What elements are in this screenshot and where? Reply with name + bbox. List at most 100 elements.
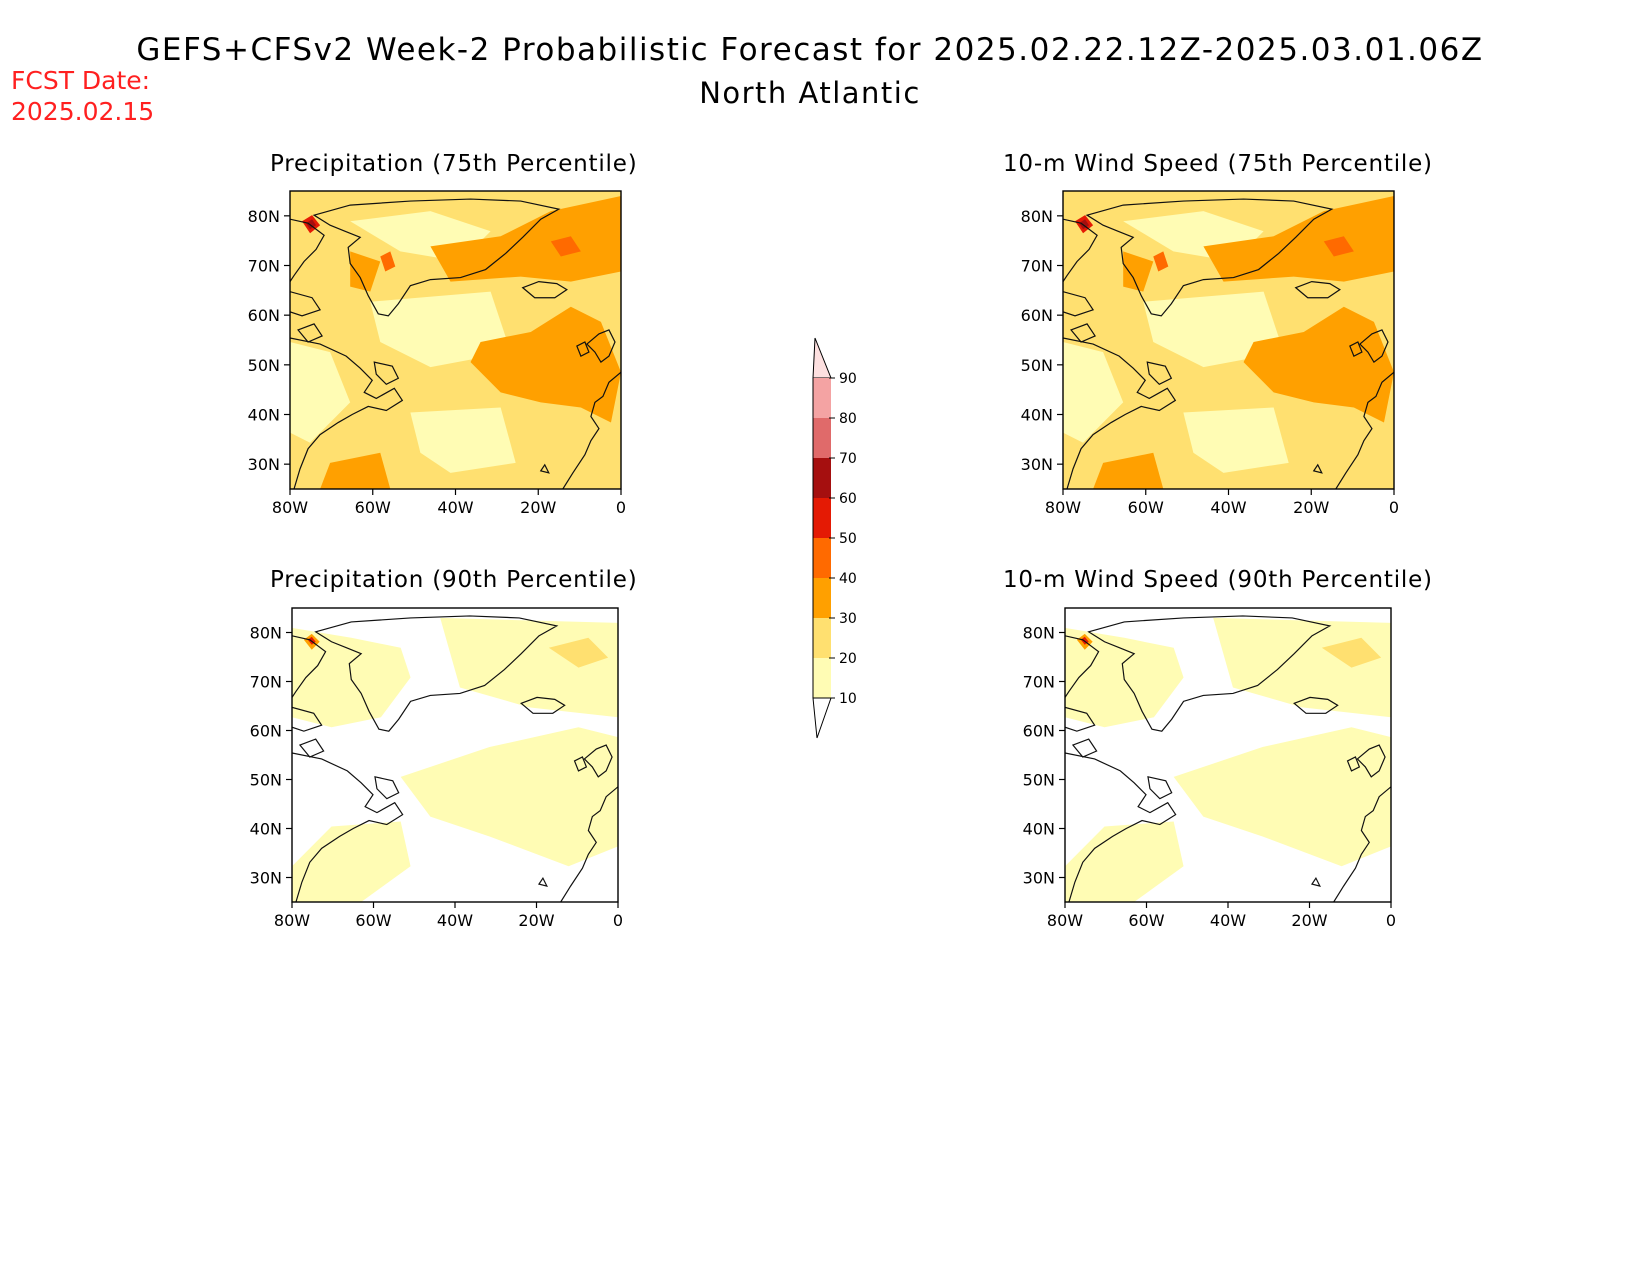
shade-region [1183, 407, 1289, 473]
lon-tick-label: 60W [355, 498, 391, 517]
shade-region [1123, 251, 1154, 292]
shade-region [550, 236, 581, 257]
colorbar-label: 40 [839, 571, 857, 587]
lat-tick-label: 70N [250, 673, 282, 692]
panel-title-precip90: Precipitation (90th Percentile) [270, 567, 638, 593]
lon-tick-label: 20W [1291, 911, 1327, 930]
colorbar-legend: 90 80 70 60 50 40 30 20 10 [812, 337, 857, 739]
shade-region [370, 291, 511, 368]
shade-region [1321, 637, 1382, 668]
shade-region [1153, 251, 1169, 272]
fcst-date-value: 2025.02.15 [11, 97, 155, 126]
shade-region [430, 196, 621, 282]
lon-tick-label: 80W [274, 911, 310, 930]
colorbar-swatch [813, 658, 831, 698]
colorbar-bottom-arrow [812, 697, 832, 739]
colorbar-label: 30 [839, 611, 857, 627]
panel-title-precip75: Precipitation (75th Percentile) [270, 151, 638, 177]
shade-region [320, 452, 391, 489]
lat-tick-label: 60N [250, 722, 282, 741]
lat-tick-label: 40N [248, 406, 280, 425]
colorbar-label: 10 [839, 691, 857, 707]
lat-tick-label: 70N [1021, 257, 1053, 276]
lon-tick-label: 0 [1389, 498, 1399, 517]
lon-tick-label: 80W [1045, 498, 1081, 517]
map-panel-wind90: 80W 60W 40W 20W 0 80N 70N 60N 50N 40N 30N [1023, 607, 1396, 930]
shade-region [1243, 306, 1394, 423]
colorbar-swatch [813, 498, 831, 538]
map-panel-precip90: 80W 60W 40W 20W 0 80N 70N 60N 50N 40N 30N [250, 607, 623, 930]
lon-tick-label: 60W [1128, 498, 1164, 517]
lat-tick-label: 30N [1023, 869, 1055, 888]
lon-tick-label: 60W [1128, 911, 1164, 930]
lat-tick-label: 50N [1023, 771, 1055, 790]
lat-tick-label: 40N [1023, 820, 1055, 839]
lat-tick-label: 80N [1021, 207, 1053, 226]
lon-tick-label: 40W [437, 498, 473, 517]
colorbar-label: 50 [839, 531, 857, 547]
colorbar-swatch [813, 578, 831, 618]
colorbar-swatch [813, 458, 831, 498]
colorbar-label: 70 [839, 451, 857, 467]
lon-tick-label: 20W [1293, 498, 1329, 517]
shade-region [548, 637, 609, 668]
colorbar-swatch [813, 618, 831, 658]
lon-tick-label: 40W [437, 911, 473, 930]
colorbar-label: 20 [839, 651, 857, 667]
lat-tick-label: 60N [248, 306, 280, 325]
colorbar-swatch [813, 378, 831, 418]
lat-tick-label: 80N [250, 624, 282, 643]
shade-region [1323, 236, 1354, 257]
shade-region [292, 821, 411, 902]
lon-tick-label: 0 [1386, 911, 1396, 930]
fcst-date-label: FCST Date: [11, 66, 151, 95]
map-panel-precip75: 80W 60W 40W 20W 0 80N 70N 60N 50N 40N 30N [248, 190, 626, 517]
region-subtitle: North Atlantic [699, 76, 921, 110]
colorbar-label: 80 [839, 411, 857, 427]
lon-tick-label: 20W [520, 498, 556, 517]
shade-region [380, 251, 396, 272]
lat-tick-label: 40N [1021, 406, 1053, 425]
colorbar-label: 90 [839, 371, 857, 387]
lat-tick-label: 50N [248, 356, 280, 375]
shade-region [410, 407, 516, 473]
lon-tick-label: 40W [1210, 911, 1246, 930]
lon-tick-label: 80W [272, 498, 308, 517]
lon-tick-label: 60W [355, 911, 391, 930]
main-title: GEFS+CFSv2 Week-2 Probabilistic Forecast… [136, 32, 1484, 68]
colorbar-top-arrow [812, 337, 832, 379]
lat-tick-label: 50N [250, 771, 282, 790]
colorbar-swatch [813, 538, 831, 578]
lon-tick-label: 0 [616, 498, 626, 517]
lat-tick-label: 70N [248, 257, 280, 276]
lat-tick-label: 80N [1023, 624, 1055, 643]
lon-tick-label: 40W [1210, 498, 1246, 517]
lat-tick-label: 30N [250, 869, 282, 888]
lon-tick-label: 20W [518, 911, 554, 930]
shade-region [290, 342, 351, 443]
lat-tick-label: 60N [1021, 306, 1053, 325]
lat-tick-label: 50N [1021, 356, 1053, 375]
colorbar-label: 60 [839, 491, 857, 507]
shade-region [1093, 452, 1164, 489]
shade-region [1203, 196, 1394, 282]
lat-tick-label: 60N [1023, 722, 1055, 741]
panel-title-wind90: 10-m Wind Speed (90th Percentile) [1003, 567, 1433, 593]
lon-tick-label: 80W [1047, 911, 1083, 930]
colorbar-swatch [813, 418, 831, 458]
shade-region [1065, 821, 1184, 902]
shade-region [400, 727, 618, 867]
panel-title-wind75: 10-m Wind Speed (75th Percentile) [1003, 151, 1433, 177]
shade-region [1143, 291, 1284, 368]
shade-region [1173, 727, 1391, 867]
lat-tick-label: 70N [1023, 673, 1055, 692]
lat-tick-label: 30N [248, 455, 280, 474]
lat-tick-label: 80N [248, 207, 280, 226]
lat-tick-label: 40N [250, 820, 282, 839]
shade-region [350, 251, 381, 292]
map-panel-wind75: 80W 60W 40W 20W 0 80N 70N 60N 50N 40N 30N [1021, 190, 1399, 517]
lon-tick-label: 0 [613, 911, 623, 930]
lat-tick-label: 30N [1021, 455, 1053, 474]
shade-region [470, 306, 621, 423]
